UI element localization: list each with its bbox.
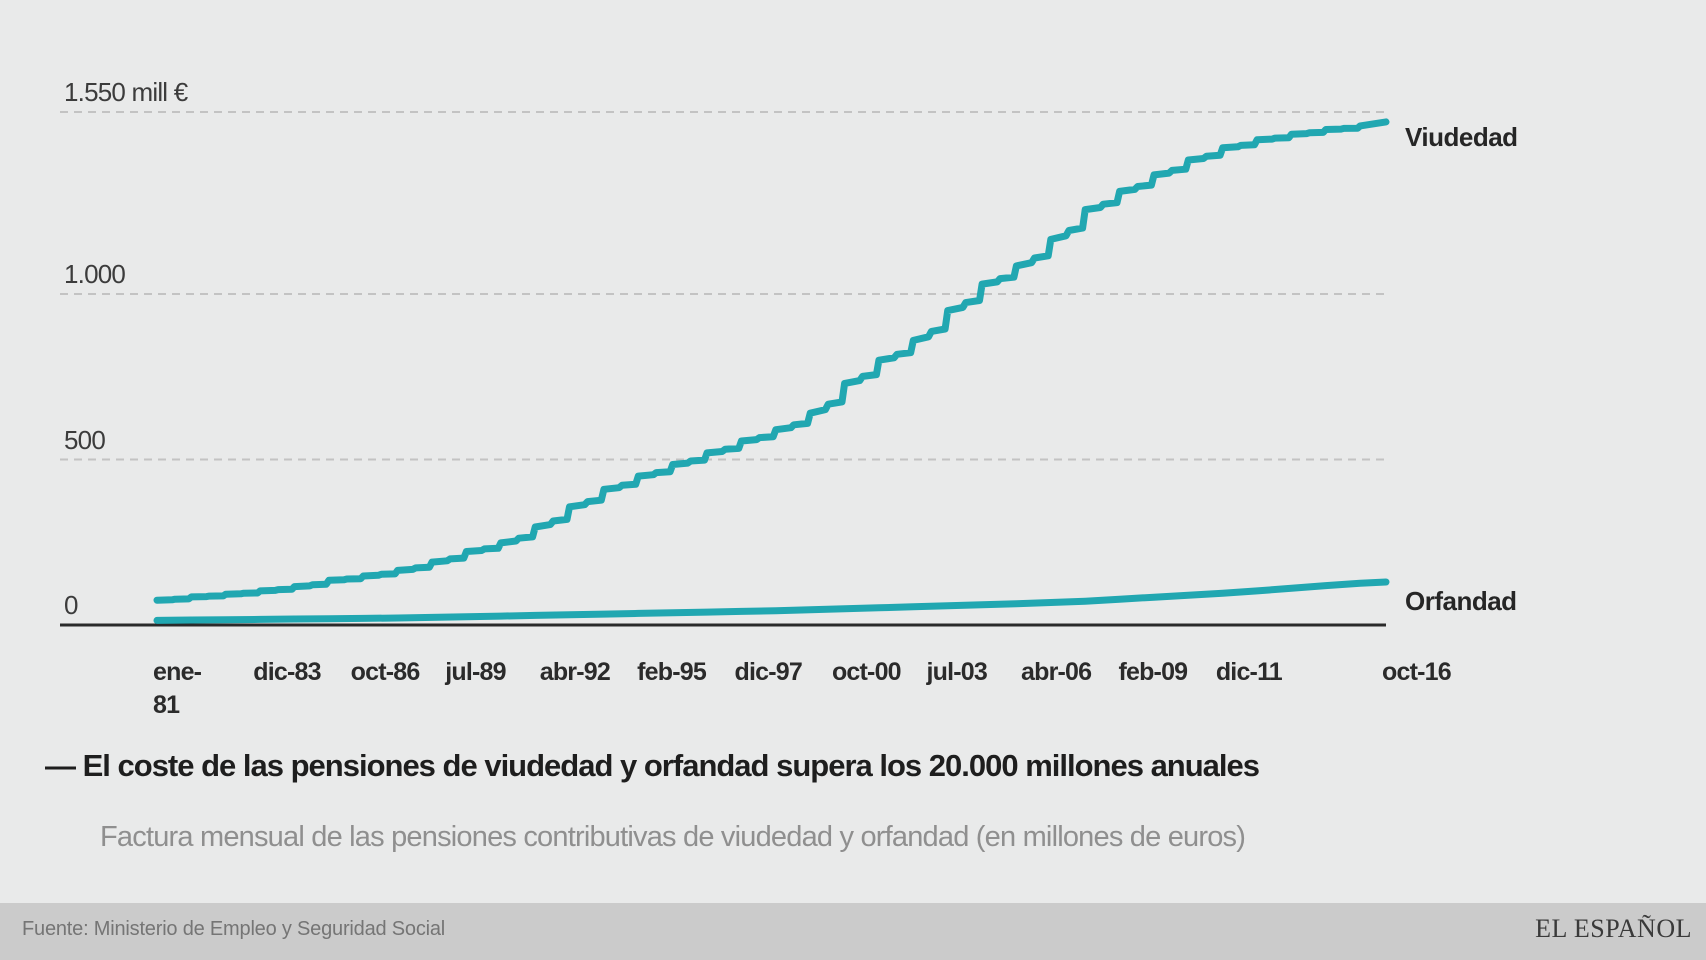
x-tick-feb-95: feb-95 [637, 658, 707, 686]
x-tick-abr-06: abr-06 [1021, 658, 1092, 686]
x-tick-jul-03: jul-03 [926, 658, 987, 686]
series-label-orfandad: Orfandad [1405, 586, 1517, 616]
footer-bar: Fuente: Ministerio de Empleo y Seguridad… [0, 903, 1706, 960]
x-tick-feb-09: feb-09 [1118, 658, 1188, 686]
x-tick-oct-00: oct-00 [831, 658, 902, 686]
chart-title: — El coste de las pensiones de viudedad … [45, 748, 1260, 783]
orfandad-line [153, 578, 1390, 624]
y-tick-500: 500 [64, 424, 106, 455]
el-espanol-logo: EL ESPAÑOL [1535, 914, 1692, 943]
y-tick-1000: 1.000 [64, 259, 126, 290]
x-tick-dic-83: dic-83 [253, 658, 321, 686]
source-credit: Fuente: Ministerio de Empleo y Seguridad… [22, 918, 446, 940]
x-tick-oct-16: oct-16 [1382, 658, 1452, 686]
y-tick-0: 0 [64, 590, 78, 620]
x-tick-jul-89: jul-89 [445, 658, 506, 686]
x-tick-dic-11: dic-11 [1215, 658, 1283, 686]
x-tick-dic-97: dic-97 [734, 658, 803, 686]
chart-subtitle: Factura mensual de las pensiones contrib… [100, 821, 1246, 853]
x-tick-abr-92: abr-92 [539, 658, 611, 686]
viudedad-line [153, 118, 1390, 604]
x-tick-oct-86: oct-86 [350, 658, 421, 686]
series-label-viudedad: Viudedad [1405, 122, 1518, 152]
y-tick-1550: 1.550 mill € [64, 77, 188, 107]
x-tick-ene-81: ene- 81 [153, 658, 202, 719]
